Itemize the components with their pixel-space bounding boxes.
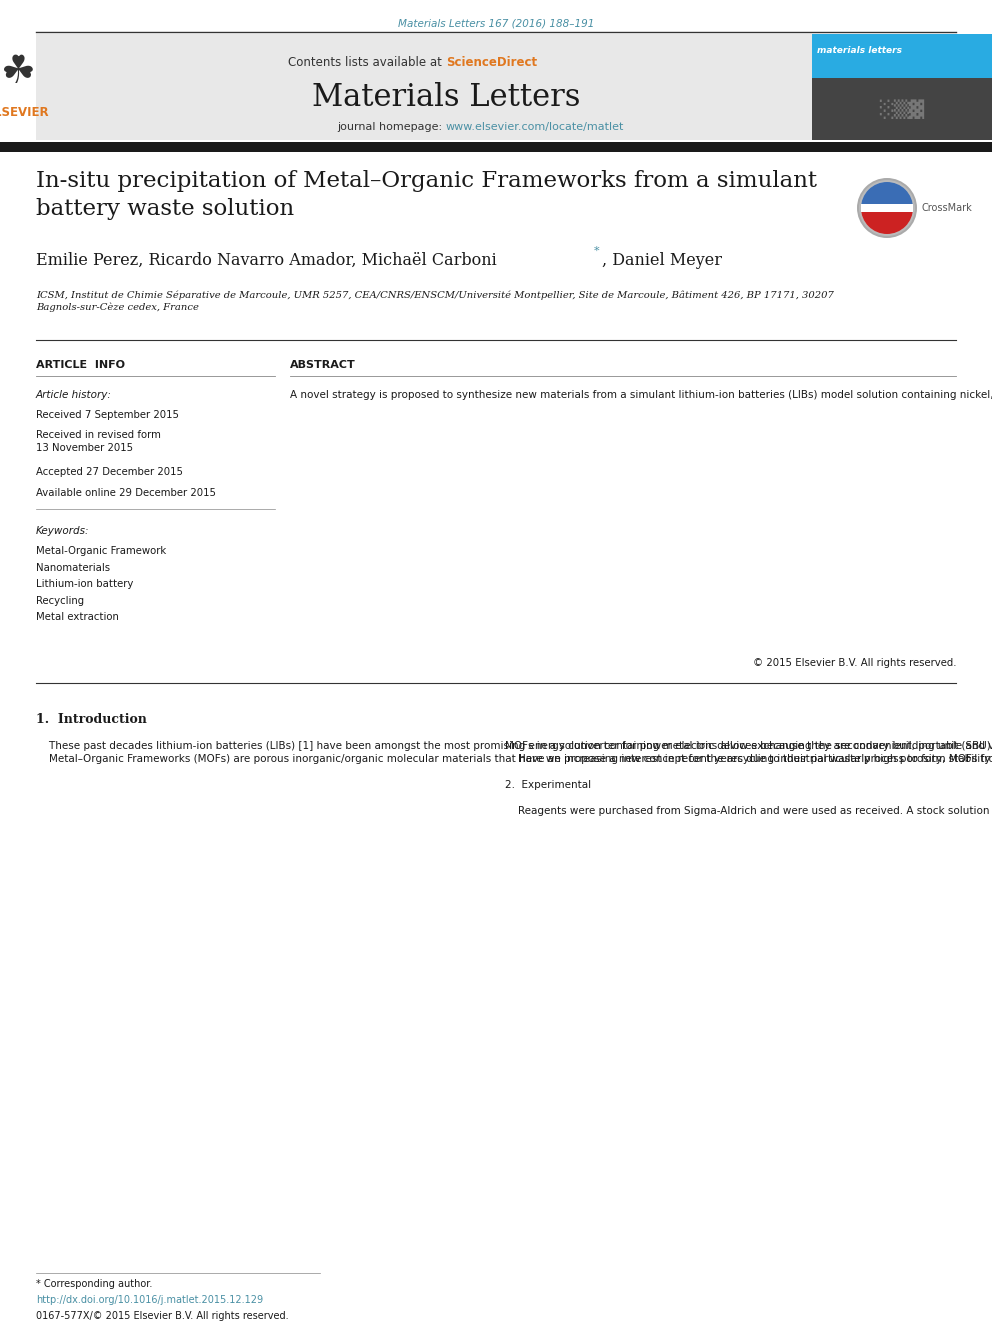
Circle shape xyxy=(857,179,917,238)
Bar xyxy=(36,34,812,140)
Text: * Corresponding author.: * Corresponding author. xyxy=(36,1279,153,1289)
Text: http://dx.doi.org/10.1016/j.matlet.2015.12.129: http://dx.doi.org/10.1016/j.matlet.2015.… xyxy=(36,1295,263,1304)
Text: A novel strategy is proposed to synthesize new materials from a simulant lithium: A novel strategy is proposed to synthesi… xyxy=(290,390,992,400)
Bar xyxy=(861,204,913,212)
Bar xyxy=(812,78,992,140)
Bar xyxy=(0,34,36,140)
Circle shape xyxy=(861,183,913,234)
Bar xyxy=(812,34,992,140)
Text: ELSEVIER: ELSEVIER xyxy=(0,106,50,119)
Text: Received 7 September 2015: Received 7 September 2015 xyxy=(36,410,179,419)
Text: *: * xyxy=(594,246,599,255)
Text: ScienceDirect: ScienceDirect xyxy=(446,56,537,69)
Text: www.elsevier.com/locate/matlet: www.elsevier.com/locate/matlet xyxy=(446,122,624,132)
Text: Emilie Perez, Ricardo Navarro Amador, Michaël Carboni: Emilie Perez, Ricardo Navarro Amador, Mi… xyxy=(36,251,497,269)
Text: 1.  Introduction: 1. Introduction xyxy=(36,713,147,726)
Text: In-situ precipitation of Metal–Organic Frameworks from a simulant
battery waste : In-situ precipitation of Metal–Organic F… xyxy=(36,169,817,220)
Text: Materials Letters 167 (2016) 188–191: Materials Letters 167 (2016) 188–191 xyxy=(398,19,594,28)
Text: ARTICLE  INFO: ARTICLE INFO xyxy=(36,360,125,370)
Text: Lithium-ion battery: Lithium-ion battery xyxy=(36,579,133,590)
Text: journal homepage:: journal homepage: xyxy=(337,122,446,132)
Text: These past decades lithium-ion batteries (LIBs) [1] have been amongst the most p: These past decades lithium-ion batteries… xyxy=(36,741,992,765)
Text: Received in revised form
13 November 2015: Received in revised form 13 November 201… xyxy=(36,430,161,454)
Text: Contents lists available at: Contents lists available at xyxy=(289,56,446,69)
Text: Available online 29 December 2015: Available online 29 December 2015 xyxy=(36,488,216,497)
Text: materials letters: materials letters xyxy=(817,46,902,56)
Circle shape xyxy=(859,180,915,235)
Text: CrossMark: CrossMark xyxy=(922,202,973,213)
Text: Metal-Organic Framework: Metal-Organic Framework xyxy=(36,546,167,557)
Text: ICSM, Institut de Chimie Séparative de Marcoule, UMR 5257, CEA/CNRS/ENSCM/Univer: ICSM, Institut de Chimie Séparative de M… xyxy=(36,290,834,312)
Text: Recycling: Recycling xyxy=(36,595,84,606)
Text: Keywords:: Keywords: xyxy=(36,527,89,537)
Text: ░▒▓: ░▒▓ xyxy=(880,99,925,119)
Text: Materials Letters: Materials Letters xyxy=(311,82,580,112)
Text: Article history:: Article history: xyxy=(36,390,112,400)
Text: ABSTRACT: ABSTRACT xyxy=(290,360,356,370)
Wedge shape xyxy=(861,183,913,208)
Wedge shape xyxy=(861,208,913,234)
Text: MOFs in a solution containing metal ions allow exchanging the secondary building: MOFs in a solution containing metal ions… xyxy=(505,741,992,816)
Bar xyxy=(0,142,992,152)
Text: © 2015 Elsevier B.V. All rights reserved.: © 2015 Elsevier B.V. All rights reserved… xyxy=(753,658,956,668)
Text: Accepted 27 December 2015: Accepted 27 December 2015 xyxy=(36,467,183,478)
Text: Nanomaterials: Nanomaterials xyxy=(36,564,110,573)
Text: 0167-577X/© 2015 Elsevier B.V. All rights reserved.: 0167-577X/© 2015 Elsevier B.V. All right… xyxy=(36,1311,289,1320)
Text: , Daniel Meyer: , Daniel Meyer xyxy=(602,251,722,269)
Text: ☘: ☘ xyxy=(1,53,36,91)
Text: Metal extraction: Metal extraction xyxy=(36,613,119,623)
